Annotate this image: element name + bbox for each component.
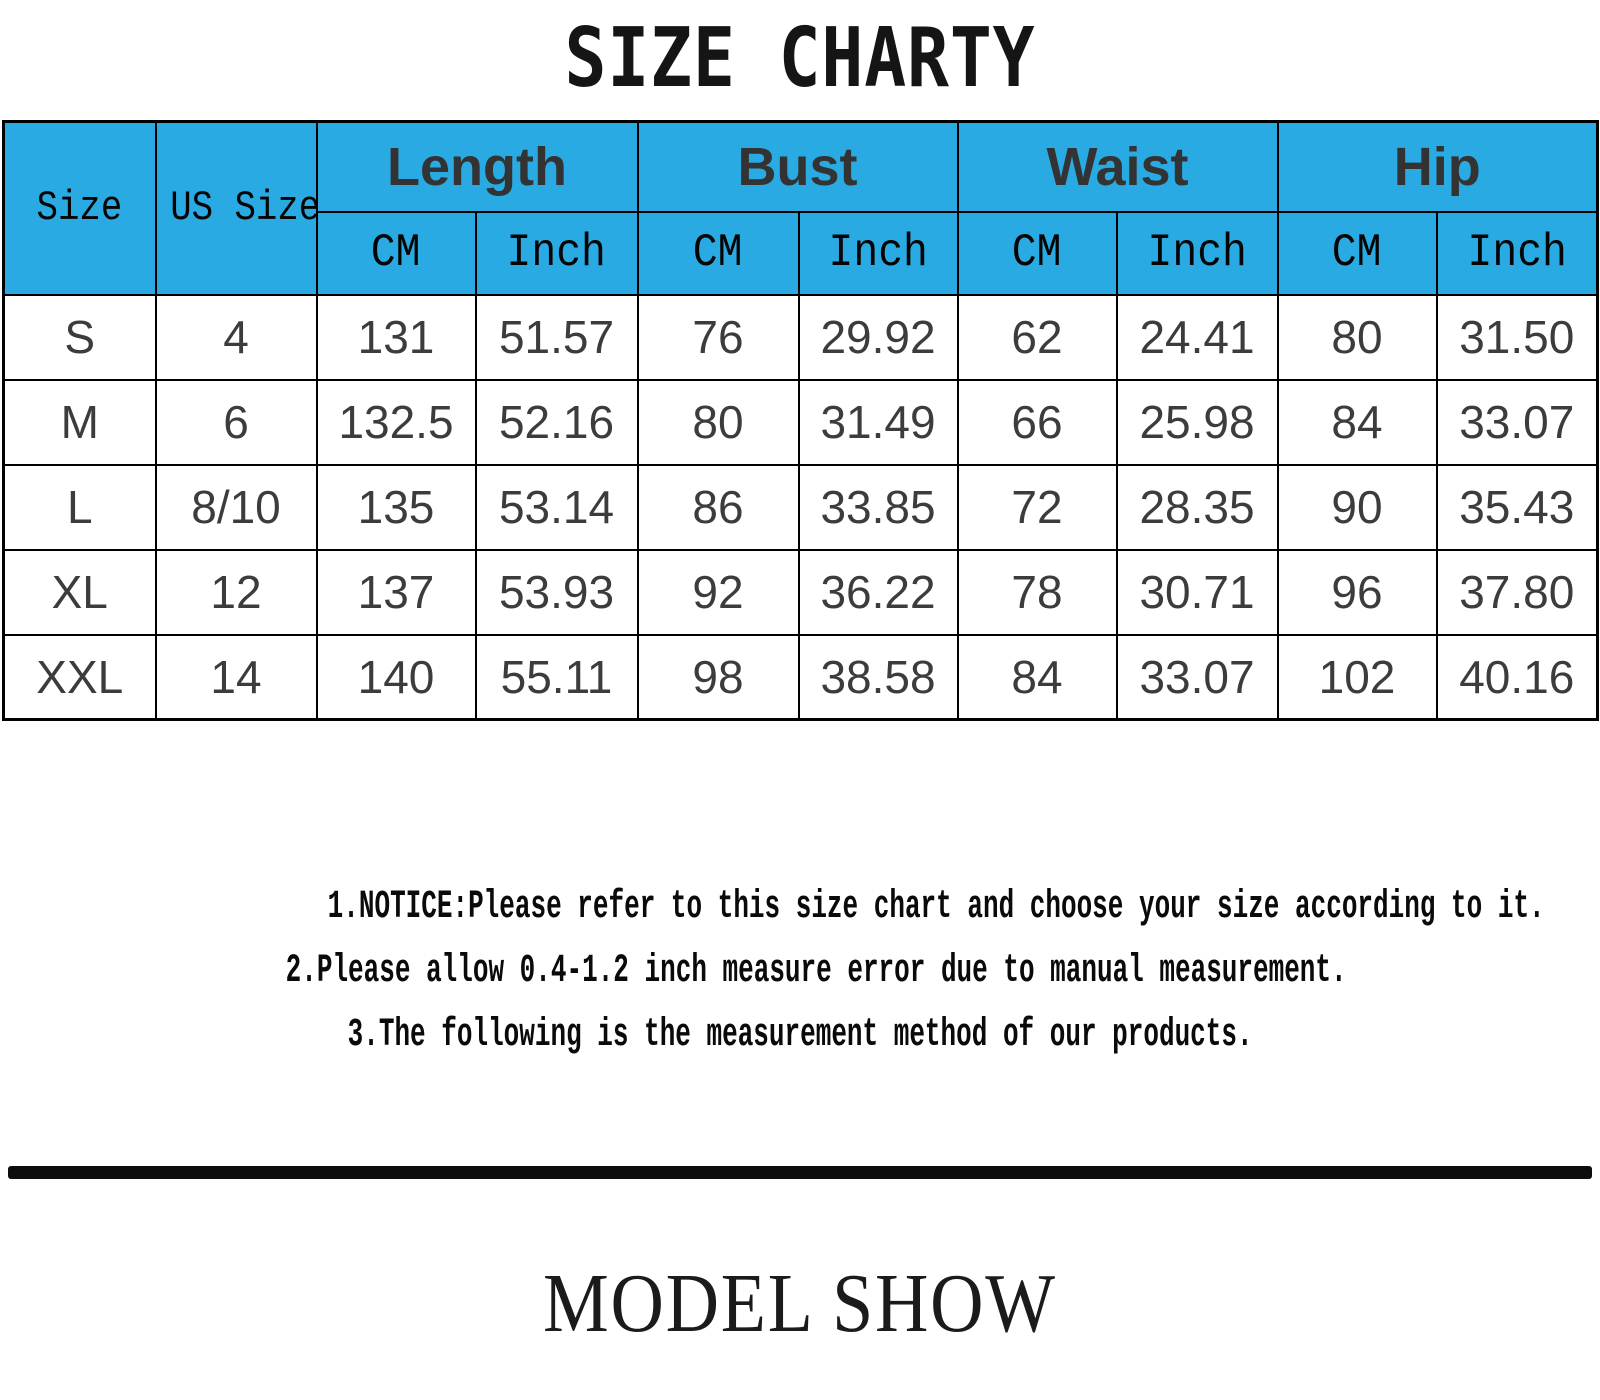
cell-us-size: 6: [154, 378, 318, 466]
cell-us-size: 14: [154, 633, 318, 721]
cell-us-size: 8/10: [154, 463, 318, 551]
header-row-groups: Size US Size Length Bust Waist Hip: [2, 120, 1599, 296]
cell-bust-inch: 38.58: [797, 633, 959, 721]
table-row: M 6 132.5 52.16 80 31.49 66 25.98 84 33.…: [2, 378, 1599, 466]
header-size: Size: [2, 120, 157, 296]
cell-us-size: 12: [154, 548, 318, 636]
cell-hip-cm: 84: [1276, 378, 1438, 466]
cell-hip-inch: 33.07: [1435, 378, 1599, 466]
cell-bust-cm: 92: [636, 548, 800, 636]
cell-hip-inch: 35.43: [1435, 463, 1599, 551]
cell-size: M: [2, 378, 157, 466]
header-bust-inch: Inch: [797, 210, 959, 296]
cell-hip-cm: 80: [1276, 293, 1438, 381]
cell-waist-cm: 84: [956, 633, 1118, 721]
cell-length-inch: 53.93: [474, 548, 639, 636]
cell-waist-inch: 30.71: [1115, 548, 1279, 636]
cell-bust-inch: 29.92: [797, 293, 959, 381]
header-waist-inch: Inch: [1115, 210, 1279, 296]
header-bust: Bust: [636, 120, 959, 213]
cell-waist-cm: 66: [956, 378, 1118, 466]
notice-line-1-text: 1.NOTICE:Please refer to this size chart…: [327, 885, 1545, 930]
header-hip-inch: Inch: [1435, 210, 1599, 296]
cell-bust-inch: 31.49: [797, 378, 959, 466]
notice-line-3-text: 3.The following is the measurement metho…: [347, 1013, 1253, 1058]
cell-hip-inch: 31.50: [1435, 293, 1599, 381]
header-us-size: US Size: [154, 120, 318, 296]
cell-length-cm: 140: [315, 633, 477, 721]
header-waist-cm: CM: [956, 210, 1118, 296]
cell-hip-inch: 37.80: [1435, 548, 1599, 636]
cell-waist-cm: 72: [956, 463, 1118, 551]
cell-us-size: 4: [154, 293, 318, 381]
divider-bar: [8, 1166, 1592, 1179]
cell-waist-inch: 28.35: [1115, 463, 1279, 551]
cell-bust-cm: 80: [636, 378, 800, 466]
model-show-text: MODEL SHOW: [543, 1257, 1057, 1350]
table-row: XL 12 137 53.93 92 36.22 78 30.71 96 37.…: [2, 548, 1599, 636]
cell-waist-inch: 33.07: [1115, 633, 1279, 721]
model-show-heading: MODEL SHOW: [0, 1262, 1600, 1346]
cell-size: XL: [2, 548, 157, 636]
unit-label: CM: [1012, 227, 1062, 279]
cell-waist-inch: 24.41: [1115, 293, 1279, 381]
unit-label: Inch: [1467, 227, 1567, 279]
notice-line-2: 2.Please allow 0.4-1.2 inch measure erro…: [0, 940, 1600, 1004]
cell-waist-cm: 78: [956, 548, 1118, 636]
cell-waist-cm: 62: [956, 293, 1118, 381]
cell-length-cm: 137: [315, 548, 477, 636]
cell-hip-inch: 40.16: [1435, 633, 1599, 721]
header-us-size-label: US Size: [169, 184, 317, 233]
cell-bust-cm: 86: [636, 463, 800, 551]
header-bust-cm: CM: [636, 210, 800, 296]
cell-length-inch: 52.16: [474, 378, 639, 466]
header-waist: Waist: [956, 120, 1279, 213]
cell-bust-cm: 76: [636, 293, 800, 381]
header-length-cm: CM: [315, 210, 477, 296]
unit-label: Inch: [828, 227, 928, 279]
cell-hip-cm: 96: [1276, 548, 1438, 636]
page-title: SIZE CHARTY: [564, 11, 1036, 106]
header-row-units: CM Inch CM Inch CM Inch CM Inch: [4, 210, 1599, 296]
header-hip-cm: CM: [1276, 210, 1438, 296]
size-table: Size US Size Length Bust Waist Hip CM In…: [2, 120, 1600, 721]
header-hip: Hip: [1276, 120, 1599, 213]
cell-size: L: [2, 463, 157, 551]
cell-bust-inch: 36.22: [797, 548, 959, 636]
cell-size: XXL: [2, 633, 157, 721]
cell-length-cm: 131: [315, 293, 477, 381]
unit-label: CM: [371, 227, 421, 279]
cell-length-inch: 55.11: [474, 633, 639, 721]
cell-hip-cm: 102: [1276, 633, 1438, 721]
header-size-label: Size: [36, 184, 123, 233]
header-length-inch: Inch: [474, 210, 639, 296]
cell-length-inch: 51.57: [474, 293, 639, 381]
table-row: S 4 131 51.57 76 29.92 62 24.41 80 31.50: [2, 293, 1599, 381]
unit-label: CM: [1332, 227, 1382, 279]
cell-length-inch: 53.14: [474, 463, 639, 551]
cell-length-cm: 132.5: [315, 378, 477, 466]
cell-length-cm: 135: [315, 463, 477, 551]
unit-label: Inch: [506, 227, 607, 279]
unit-label: CM: [693, 227, 743, 279]
cell-waist-inch: 25.98: [1115, 378, 1279, 466]
cell-size: S: [2, 293, 157, 381]
notice-line-3: 3.The following is the measurement metho…: [0, 1004, 1600, 1068]
unit-label: Inch: [1147, 227, 1247, 279]
notice-line-1: 1.NOTICE:Please refer to this size chart…: [0, 876, 1600, 940]
notice-block: 1.NOTICE:Please refer to this size chart…: [0, 876, 1600, 1068]
cell-bust-inch: 33.85: [797, 463, 959, 551]
notice-line-2-text: 2.Please allow 0.4-1.2 inch measure erro…: [285, 949, 1347, 994]
cell-bust-cm: 98: [636, 633, 800, 721]
table-row: XXL 14 140 55.11 98 38.58 84 33.07 102 4…: [2, 633, 1599, 721]
header-length: Length: [315, 120, 639, 213]
cell-hip-cm: 90: [1276, 463, 1438, 551]
table-row: L 8/10 135 53.14 86 33.85 72 28.35 90 35…: [2, 463, 1599, 551]
